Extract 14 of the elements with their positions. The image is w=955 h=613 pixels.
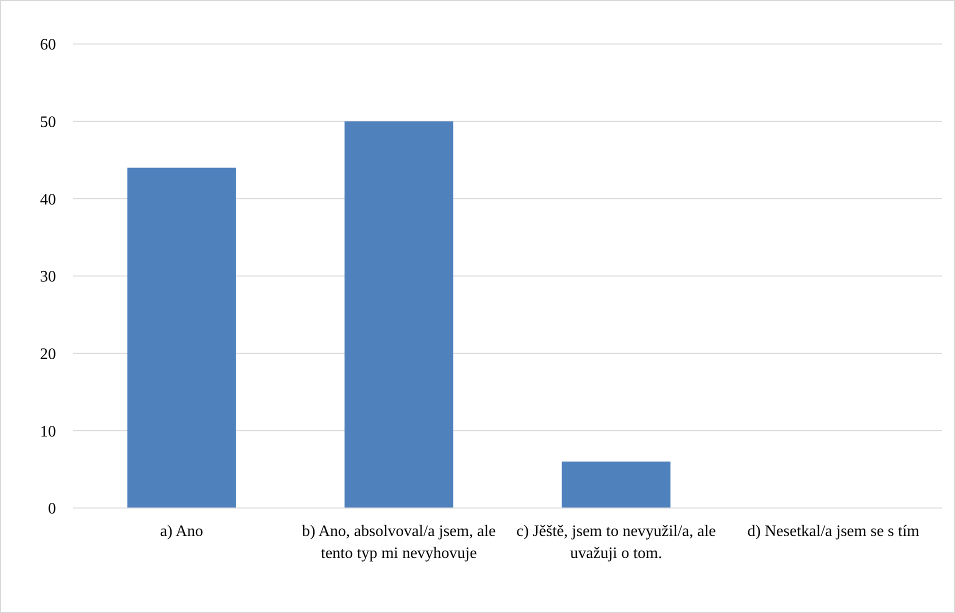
bar bbox=[562, 462, 670, 508]
x-tick-label: a) Ano bbox=[160, 523, 204, 540]
y-tick-label: 0 bbox=[48, 500, 56, 518]
x-tick-label: b) Ano, absolvoval/a jsem, ale tento typ mi nevyhovuje bbox=[302, 523, 496, 562]
y-tick-label: 30 bbox=[40, 268, 56, 286]
x-tick-label: d) Nesetkal/a jsem se s tím bbox=[747, 523, 920, 540]
bar bbox=[344, 121, 454, 508]
y-tick-label: 60 bbox=[40, 36, 56, 54]
y-tick-label: 10 bbox=[40, 423, 56, 440]
x-tick-label: c) Jěště, jsem to nevyužil/a, ale uvažuji o tom. bbox=[516, 523, 716, 562]
bar bbox=[127, 168, 236, 508]
y-tick-label: 40 bbox=[40, 191, 56, 208]
y-tick-label: 50 bbox=[40, 114, 56, 131]
y-tick-label: 20 bbox=[40, 346, 56, 363]
